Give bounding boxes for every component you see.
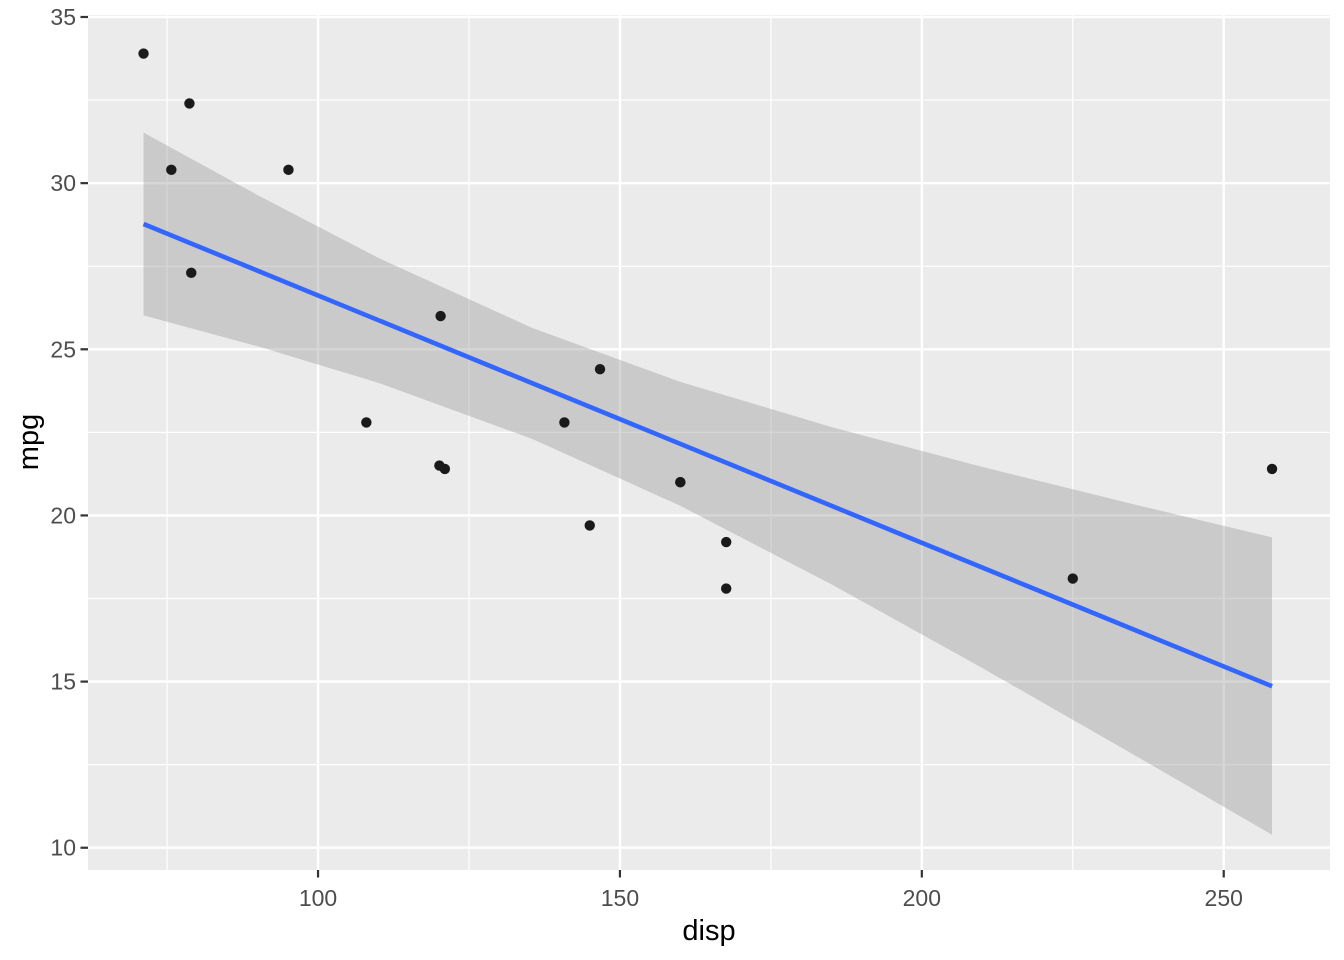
data-point xyxy=(559,417,570,428)
data-point xyxy=(435,310,446,322)
confidence-band xyxy=(143,132,1273,835)
data-point xyxy=(1067,573,1078,584)
confidence-band-layer xyxy=(143,132,1273,835)
data-point xyxy=(721,583,732,594)
major-gridlines xyxy=(88,15,1330,870)
y-tick-label: 15 xyxy=(50,669,76,695)
data-point xyxy=(283,164,294,176)
data-point xyxy=(439,463,451,475)
data-points-layer xyxy=(138,48,1278,594)
data-point xyxy=(1266,463,1278,475)
y-tick-label: 30 xyxy=(50,170,76,196)
x-tick-label: 200 xyxy=(903,885,941,911)
data-point xyxy=(166,164,177,176)
data-point xyxy=(594,364,606,375)
regression-line-layer xyxy=(142,221,1273,689)
plot-panel xyxy=(88,15,1330,870)
axes-layer: 100 150 200 250 10 15 20 25 30 35 xyxy=(50,4,1243,911)
minor-gridlines xyxy=(88,15,1330,870)
data-point xyxy=(184,98,195,109)
x-axis-title: disp xyxy=(682,915,735,947)
data-point xyxy=(138,48,149,59)
x-tick-label: 100 xyxy=(299,885,337,911)
x-tick-label: 150 xyxy=(601,885,639,911)
y-axis-title: mpg xyxy=(13,414,45,470)
regression-line xyxy=(142,221,1273,689)
y-tick-label: 20 xyxy=(50,502,76,528)
data-point xyxy=(584,520,595,531)
data-point xyxy=(361,417,372,428)
plot-panel-background xyxy=(88,15,1330,870)
y-tick-label: 25 xyxy=(50,336,76,362)
y-tick-label: 10 xyxy=(50,835,76,861)
data-point xyxy=(186,267,197,279)
data-point xyxy=(675,477,686,488)
data-point xyxy=(721,536,732,548)
x-tick-label: 250 xyxy=(1205,885,1243,911)
y-tick-label: 35 xyxy=(50,4,76,30)
